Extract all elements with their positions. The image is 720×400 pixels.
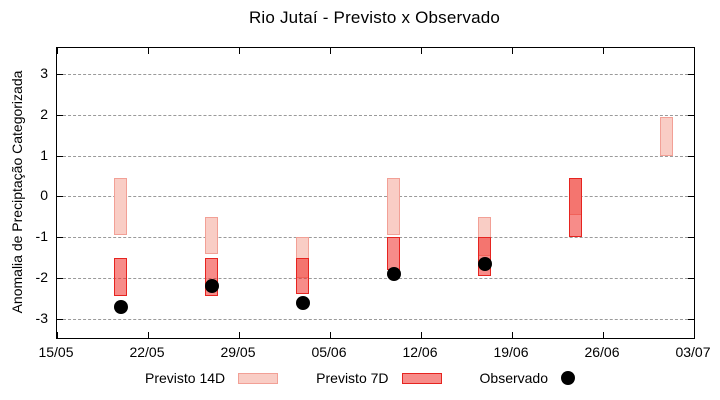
legend-label-previsto-14d: Previsto 14D: [145, 370, 226, 386]
y-tick-label: 2: [40, 105, 48, 122]
x-tick-label: 12/06: [402, 344, 438, 360]
y-gridline: [58, 237, 693, 239]
y-tick-mark-left: [57, 74, 63, 76]
x-tick-label: 15/05: [38, 344, 74, 360]
x-tick-mark-top: [603, 48, 604, 54]
plot-area: [56, 47, 695, 339]
x-tick-mark-bottom: [239, 332, 240, 338]
y-tick-mark-left: [57, 196, 63, 198]
observado-dot: [204, 279, 219, 294]
y-tick-label: -2: [35, 269, 48, 286]
x-tick-mark-top: [330, 48, 331, 54]
y-tick-mark-right: [688, 196, 694, 198]
bar-previsto-14d: [660, 116, 674, 156]
y-gridline: [58, 74, 693, 76]
y-gridline: [58, 196, 693, 198]
observado-marker-icon: [561, 371, 575, 385]
legend-item-previsto-14d: Previsto 14D: [145, 370, 279, 386]
y-gridline: [58, 114, 693, 116]
y-tick-mark-right: [688, 237, 694, 239]
legend: Previsto 14D Previsto 7D Observado: [0, 366, 720, 390]
y-gridline: [58, 318, 693, 320]
y-gridline: [58, 155, 693, 157]
x-tick-mark-top: [694, 48, 695, 54]
x-tick-mark-top: [148, 48, 149, 54]
observado-dot: [386, 266, 401, 281]
x-tick-mark-top: [239, 48, 240, 54]
x-tick-label: 26/06: [584, 344, 620, 360]
x-tick-mark-top: [512, 48, 513, 54]
bar-previsto-7d: [569, 178, 583, 238]
x-tick-mark-bottom: [330, 332, 331, 338]
x-tick-label: 22/05: [129, 344, 165, 360]
x-tick-mark-bottom: [421, 332, 422, 338]
legend-label-previsto-7d: Previsto 7D: [316, 370, 389, 386]
x-tick-mark-top: [421, 48, 422, 54]
bar-previsto-7d: [114, 257, 128, 297]
observado-dot: [295, 295, 310, 310]
bar-previsto-14d: [114, 178, 128, 236]
bar-previsto-7d: [387, 237, 401, 270]
y-tick-label: 1: [40, 146, 48, 163]
y-tick-mark-right: [688, 155, 694, 157]
x-tick-mark-bottom: [603, 332, 604, 338]
previsto-14d-swatch-icon: [238, 372, 279, 384]
bar-previsto-7d: [296, 257, 310, 295]
y-tick-label: -3: [35, 309, 48, 326]
legend-label-observado: Observado: [479, 370, 548, 386]
y-tick-mark-left: [57, 318, 63, 320]
x-tick-mark-bottom: [694, 332, 695, 338]
y-tick-label: 0: [40, 187, 48, 204]
x-tick-label: 05/06: [311, 344, 347, 360]
y-tick-label: 3: [40, 65, 48, 82]
x-tick-label: 29/05: [220, 344, 256, 360]
x-tick-mark-bottom: [57, 332, 58, 338]
chart-title: Rio Jutaí - Previsto x Observado: [248, 8, 501, 27]
x-tick-label: 19/06: [493, 344, 529, 360]
bar-previsto-14d: [205, 216, 219, 254]
y-tick-mark-right: [688, 74, 694, 76]
previsto-7d-swatch-icon: [401, 372, 442, 384]
y-tick-mark-left: [57, 114, 63, 116]
y-tick-mark-right: [688, 278, 694, 280]
x-tick-mark-top: [57, 48, 58, 54]
y-tick-mark-left: [57, 278, 63, 280]
observado-dot: [477, 256, 492, 271]
legend-item-observado: Observado: [480, 370, 575, 386]
x-tick-label: 03/07: [675, 344, 711, 360]
legend-item-previsto-7d: Previsto 7D: [316, 370, 442, 386]
y-tick-label: -1: [35, 228, 48, 245]
observado-dot: [113, 299, 128, 314]
bar-previsto-14d: [387, 178, 401, 236]
y-tick-mark-right: [688, 318, 694, 320]
y-tick-mark-left: [57, 237, 63, 239]
y-tick-mark-right: [688, 114, 694, 116]
y-gridline: [58, 278, 693, 280]
x-tick-mark-bottom: [512, 332, 513, 338]
x-tick-mark-bottom: [148, 332, 149, 338]
y-tick-mark-left: [57, 155, 63, 157]
